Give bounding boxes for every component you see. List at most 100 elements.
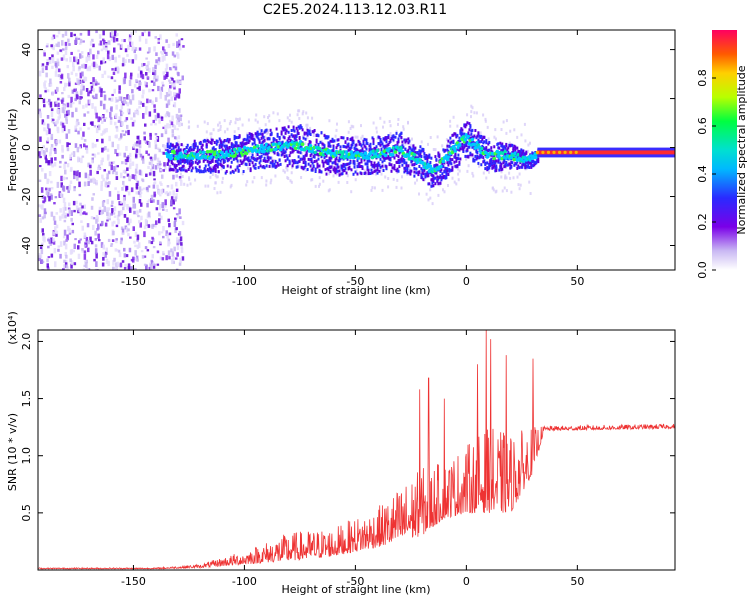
signal-band-cell [329, 159, 332, 163]
signal-band-cell [376, 164, 379, 168]
signal-peak-cell [276, 145, 281, 149]
signal-band-cell [175, 164, 178, 167]
signal-band-cell [376, 163, 379, 167]
signal-band-cell [341, 165, 344, 168]
noise-speckle [89, 90, 92, 94]
noise-speckle [91, 95, 95, 98]
signal-band-cell [376, 171, 379, 175]
noise-speckle [46, 101, 49, 104]
noise-speckle [94, 81, 98, 86]
noise-speckle [157, 113, 160, 119]
halo-speckle [313, 143, 316, 147]
signal-peak-cell [296, 146, 301, 150]
signal-peak-cell [317, 146, 322, 151]
halo-speckle [311, 116, 314, 120]
noise-speckle [68, 43, 71, 46]
signal-peak-cell [513, 151, 518, 155]
signal-band-cell [188, 149, 191, 153]
noise-speckle [92, 88, 95, 93]
signal-peak-cell [244, 151, 249, 156]
noise-speckle [162, 126, 165, 129]
noise-speckle [158, 166, 161, 169]
noise-speckle [179, 143, 182, 147]
noise-speckle [125, 226, 129, 233]
halo-speckle [396, 171, 399, 175]
halo-speckle [354, 135, 357, 139]
signal-band-cell [504, 163, 507, 167]
noise-speckle [98, 239, 101, 242]
noise-speckle [54, 142, 58, 147]
noise-speckle [131, 94, 135, 101]
signal-band-cell [191, 166, 194, 170]
halo-speckle [181, 175, 184, 178]
halo-speckle [491, 186, 494, 190]
noise-speckle [51, 65, 54, 69]
noise-speckle [82, 85, 85, 91]
signal-band-cell [339, 157, 342, 161]
noise-speckle [54, 226, 57, 231]
noise-speckle [177, 140, 180, 145]
noise-speckle [97, 116, 100, 123]
signal-band-cell [461, 128, 464, 132]
signal-band-cell [286, 139, 289, 143]
noise-speckle [160, 215, 163, 220]
signal-band-cell [308, 129, 311, 133]
signal-band-cell [463, 132, 466, 136]
noise-speckle [114, 121, 117, 126]
signal-band-cell [210, 141, 213, 145]
signal-band-cell [320, 131, 323, 135]
noise-speckle [130, 187, 134, 193]
signal-band-cell [292, 161, 295, 165]
signal-band-cell [224, 147, 227, 151]
noise-speckle [122, 184, 126, 188]
snr-x-label: Height of straight line (km) [281, 583, 430, 596]
noise-speckle [136, 234, 140, 240]
signal-band-cell [374, 169, 377, 173]
noise-speckle [91, 142, 95, 149]
noise-speckle [77, 79, 80, 86]
signal-band-cell [393, 167, 396, 171]
noise-speckle [62, 211, 65, 216]
halo-speckle [501, 189, 504, 193]
noise-speckle [173, 82, 176, 88]
noise-speckle [92, 177, 95, 183]
noise-speckle [95, 261, 98, 267]
signal-band-cell [432, 179, 435, 183]
noise-speckle [94, 106, 97, 111]
noise-speckle [155, 59, 158, 64]
halo-speckle [457, 178, 460, 182]
noise-speckle [121, 121, 124, 126]
signal-band-cell [315, 138, 318, 142]
signal-band-cell [174, 166, 177, 170]
signal-band-cell [258, 139, 261, 143]
noise-speckle [43, 196, 47, 202]
halo-speckle [188, 176, 190, 180]
signal-band-cell [432, 184, 435, 188]
signal-band-cell [281, 126, 284, 130]
signal-band-cell [353, 162, 356, 166]
halo-speckle [470, 104, 473, 108]
halo-speckle [355, 163, 357, 167]
signal-band-cell [248, 139, 251, 143]
signal-band-cell [413, 170, 416, 174]
signal-band-cell [205, 153, 208, 156]
signal-band-cell [378, 136, 381, 140]
halo-speckle [347, 120, 350, 124]
noise-speckle [118, 90, 121, 94]
noise-speckle [93, 153, 97, 158]
signal-peak-cell [453, 149, 458, 153]
signal-peak-cell [391, 146, 396, 150]
signal-peak-cell [341, 150, 346, 154]
signal-band-cell [396, 167, 399, 171]
signal-band-cell [349, 148, 352, 152]
noise-speckle [122, 57, 125, 63]
noise-speckle [63, 240, 66, 246]
signal-band-cell [388, 163, 391, 167]
noise-speckle [152, 262, 155, 266]
signal-band-cell [380, 148, 383, 152]
signal-band-cell [337, 143, 340, 146]
x-tick-label: 50 [570, 275, 584, 288]
signal-band-cell [392, 134, 395, 138]
signal-band-cell [386, 156, 389, 160]
noise-speckle [150, 80, 154, 83]
